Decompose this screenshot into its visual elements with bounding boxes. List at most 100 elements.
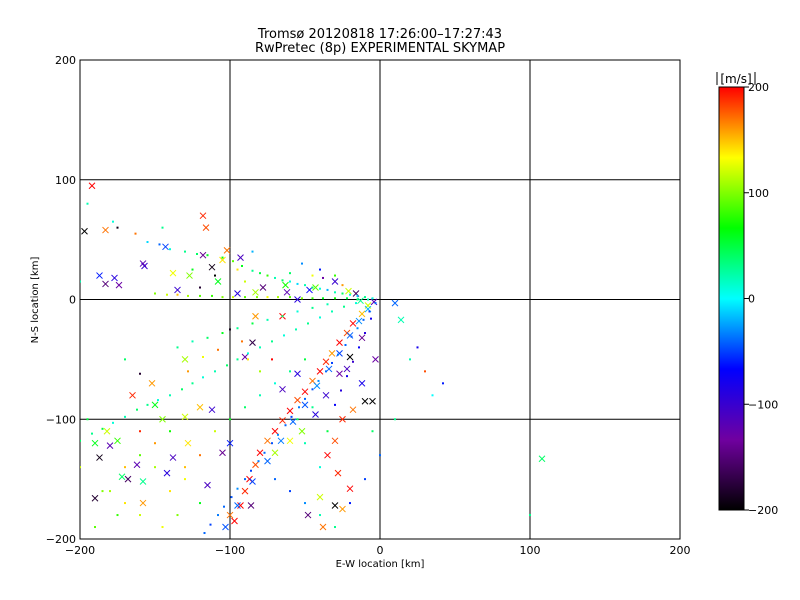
dot-marker bbox=[326, 303, 329, 306]
dot-marker bbox=[250, 469, 252, 472]
cross-marker bbox=[294, 396, 301, 404]
dot-marker bbox=[206, 254, 209, 257]
dot-marker bbox=[259, 394, 261, 397]
dot-marker bbox=[80, 466, 81, 469]
cross-marker bbox=[282, 281, 289, 289]
dot-marker bbox=[187, 294, 189, 297]
dot-marker bbox=[221, 296, 224, 299]
dot-marker bbox=[217, 514, 219, 517]
dot-marker bbox=[529, 514, 531, 517]
cross-marker bbox=[234, 290, 241, 297]
dot-marker bbox=[340, 389, 342, 392]
dot-marker bbox=[364, 296, 366, 299]
dot-marker bbox=[112, 421, 114, 424]
cross-marker bbox=[204, 481, 211, 489]
cross-marker bbox=[256, 449, 264, 457]
cross-marker bbox=[286, 437, 294, 445]
dot-marker bbox=[154, 442, 156, 445]
dot-marker bbox=[139, 514, 141, 517]
dot-marker bbox=[274, 382, 276, 385]
dot-marker bbox=[319, 268, 321, 271]
cross-marker bbox=[169, 269, 177, 277]
dot-marker bbox=[157, 399, 159, 402]
dot-marker bbox=[251, 322, 254, 325]
cross-marker bbox=[331, 278, 339, 285]
dot-marker bbox=[319, 287, 321, 290]
dot-marker bbox=[379, 454, 381, 457]
dot-marker bbox=[154, 292, 156, 295]
cross-marker bbox=[231, 517, 238, 525]
cross-marker bbox=[252, 288, 259, 296]
cross-marker bbox=[184, 439, 192, 447]
dot-marker bbox=[374, 302, 377, 305]
dot-marker bbox=[139, 430, 141, 433]
dot-marker bbox=[284, 424, 287, 427]
dot-marker bbox=[209, 523, 212, 526]
dot-marker bbox=[346, 375, 348, 378]
dot-marker bbox=[214, 274, 216, 277]
cross-marker bbox=[234, 502, 241, 509]
dot-marker bbox=[101, 427, 104, 430]
dot-marker bbox=[364, 332, 366, 335]
dot-marker bbox=[341, 284, 344, 287]
cross-marker bbox=[331, 502, 339, 509]
dot-marker bbox=[101, 490, 104, 493]
cross-marker bbox=[346, 353, 354, 361]
dot-marker bbox=[241, 264, 243, 267]
dot-marker bbox=[334, 526, 336, 529]
dot-marker bbox=[64, 442, 66, 444]
dot-marker bbox=[214, 370, 216, 373]
dot-marker bbox=[236, 327, 239, 330]
colorbar-unit-label: [m/s] bbox=[720, 72, 751, 86]
dot-marker bbox=[352, 360, 354, 363]
dot-marker bbox=[304, 358, 306, 361]
y-axis: −200 −100 0 100 200 bbox=[46, 54, 76, 546]
dot-marker bbox=[109, 490, 111, 493]
dot-marker bbox=[211, 294, 213, 297]
dot-marker bbox=[259, 370, 261, 373]
dot-marker bbox=[296, 282, 299, 285]
cross-marker bbox=[328, 350, 336, 357]
dot-marker bbox=[169, 490, 171, 493]
dot-marker bbox=[223, 505, 225, 508]
cross-marker bbox=[336, 339, 343, 346]
cross-marker bbox=[355, 317, 363, 325]
dot-marker bbox=[271, 340, 273, 343]
cross-marker bbox=[249, 339, 256, 346]
dot-marker bbox=[319, 466, 321, 469]
plot-area bbox=[64, 59, 681, 540]
dot-marker bbox=[311, 286, 314, 289]
dot-marker bbox=[356, 327, 359, 330]
y-tick-label: 0 bbox=[69, 294, 76, 307]
dot-marker bbox=[251, 269, 254, 272]
cross-marker bbox=[298, 427, 306, 435]
cross-marker bbox=[316, 493, 324, 501]
cross-marker bbox=[358, 310, 366, 318]
cross-marker bbox=[162, 243, 169, 251]
x-tick-label: 0 bbox=[377, 544, 384, 557]
cross-marker bbox=[118, 473, 126, 481]
dot-marker bbox=[86, 418, 89, 421]
dot-marker bbox=[311, 388, 314, 391]
cross-marker bbox=[81, 227, 88, 235]
dot-marker bbox=[244, 478, 246, 481]
dot-marker bbox=[289, 280, 291, 283]
dot-marker bbox=[277, 296, 279, 299]
cross-marker bbox=[294, 370, 301, 378]
cross-marker bbox=[91, 494, 99, 502]
dot-marker bbox=[271, 442, 273, 445]
dot-marker bbox=[371, 297, 374, 300]
dot-marker bbox=[247, 352, 249, 355]
dot-marker bbox=[301, 262, 303, 265]
cross-marker bbox=[222, 523, 229, 531]
cross-marker bbox=[304, 511, 312, 519]
dot-marker bbox=[334, 274, 336, 277]
colorbar-strip bbox=[718, 86, 745, 511]
dot-marker bbox=[134, 232, 137, 235]
dot-marker bbox=[176, 293, 179, 296]
dot-marker bbox=[139, 372, 141, 375]
dot-marker bbox=[202, 376, 204, 379]
dot-marker bbox=[226, 364, 228, 367]
dot-marker bbox=[176, 514, 179, 517]
